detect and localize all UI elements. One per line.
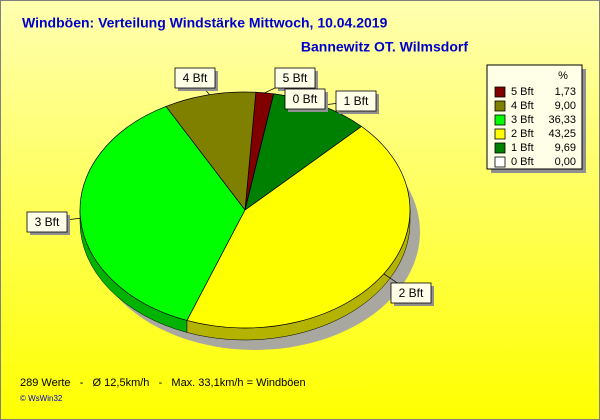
label-box (174, 67, 216, 89)
slice-label: 1 Bft (344, 94, 369, 108)
label-box (274, 67, 316, 89)
legend-label: 2 Bft (511, 128, 534, 140)
label-box (335, 90, 377, 112)
chart-title: Windböen: Verteilung Windstärke Mittwoch… (22, 15, 388, 31)
label-box (26, 211, 68, 233)
label-box (284, 88, 326, 110)
slice (165, 91, 257, 211)
legend-swatch (494, 100, 506, 112)
legend-label: 1 Bft (511, 142, 534, 154)
chart-subtitle: Bannewitz OT. Wilmsdorf (301, 39, 468, 55)
slice-label: 4 Bft (183, 71, 208, 85)
legend-value: 43,25 (548, 128, 576, 140)
legend-value: 1,73 (555, 86, 576, 98)
legend-value: 9,69 (555, 142, 576, 154)
slice-label: 3 Bft (35, 215, 60, 229)
copyright: © WsWin32 (20, 394, 63, 403)
pie: 5 Bft 4 Bft 3 Bft 2 Bft 1 Bft 0 Bft (26, 67, 434, 350)
legend-swatch (494, 128, 506, 140)
legend: % 5 Bft 1,73 4 Bft 9,00 3 Bft 36,33 2 Bft 43,25 1… (486, 64, 586, 173)
footer-note: 289 Werte - Ø 12,5km/h - Max. 33,1km/h =… (20, 377, 306, 389)
legend-label: 3 Bft (511, 114, 534, 126)
legend-swatch (494, 156, 506, 168)
legend-value: 36,33 (548, 114, 576, 126)
legend-title: % (558, 70, 568, 82)
legend-value: 9,00 (555, 100, 576, 112)
legend-swatch (494, 86, 506, 98)
slice-label: 5 Bft (283, 71, 308, 85)
label-box (390, 282, 432, 304)
slice-label: 0 Bft (293, 92, 318, 106)
legend-label: 4 Bft (511, 100, 534, 112)
legend-swatch (494, 142, 506, 154)
legend-label: 5 Bft (511, 86, 534, 98)
slice-label: 2 Bft (399, 286, 424, 300)
legend-swatch (494, 114, 506, 126)
legend-value: 0,00 (555, 156, 576, 168)
legend-label: 0 Bft (511, 156, 534, 168)
